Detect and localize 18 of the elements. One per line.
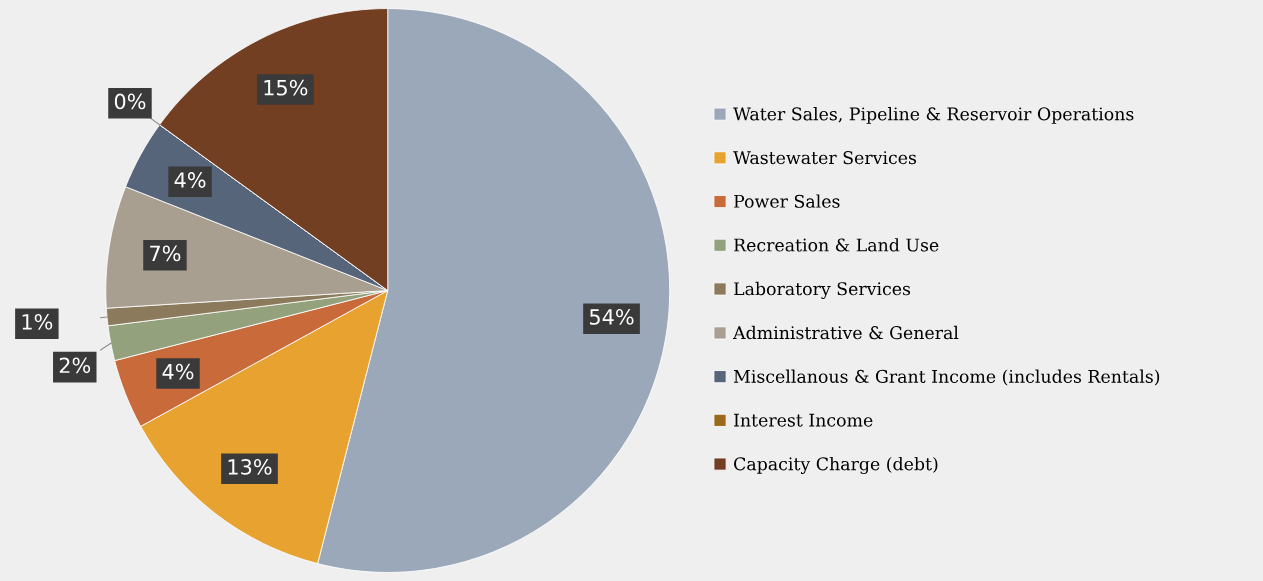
legend-label: Interest Income (734, 413, 873, 427)
text: 0% (114, 93, 146, 110)
legend-label: Water Sales, Pipeline & Reservoir Operations (733, 107, 1134, 124)
legend-label: Capacity Charge (debt) (734, 456, 938, 474)
legend-label: Administrative & General (732, 325, 959, 340)
data-label: 2% (59, 357, 91, 374)
data-label: 15% (264, 79, 308, 96)
legend-label: Wastewater Services (733, 151, 917, 165)
legend-label: Miscellanous & Grant Income (includes Rentals) (733, 369, 1160, 386)
data-label: 54% (589, 309, 634, 325)
legend-label: Recreation & Land Use (734, 238, 939, 252)
legend-label: Laboratory Services (734, 281, 911, 299)
data-label: 4% (162, 363, 194, 380)
data-label: 7% (150, 245, 181, 262)
data-label: 13% (228, 459, 272, 475)
data-label: 1% (22, 313, 53, 330)
data-label: 4% (174, 172, 206, 188)
legend-label: Power Sales (734, 194, 840, 208)
